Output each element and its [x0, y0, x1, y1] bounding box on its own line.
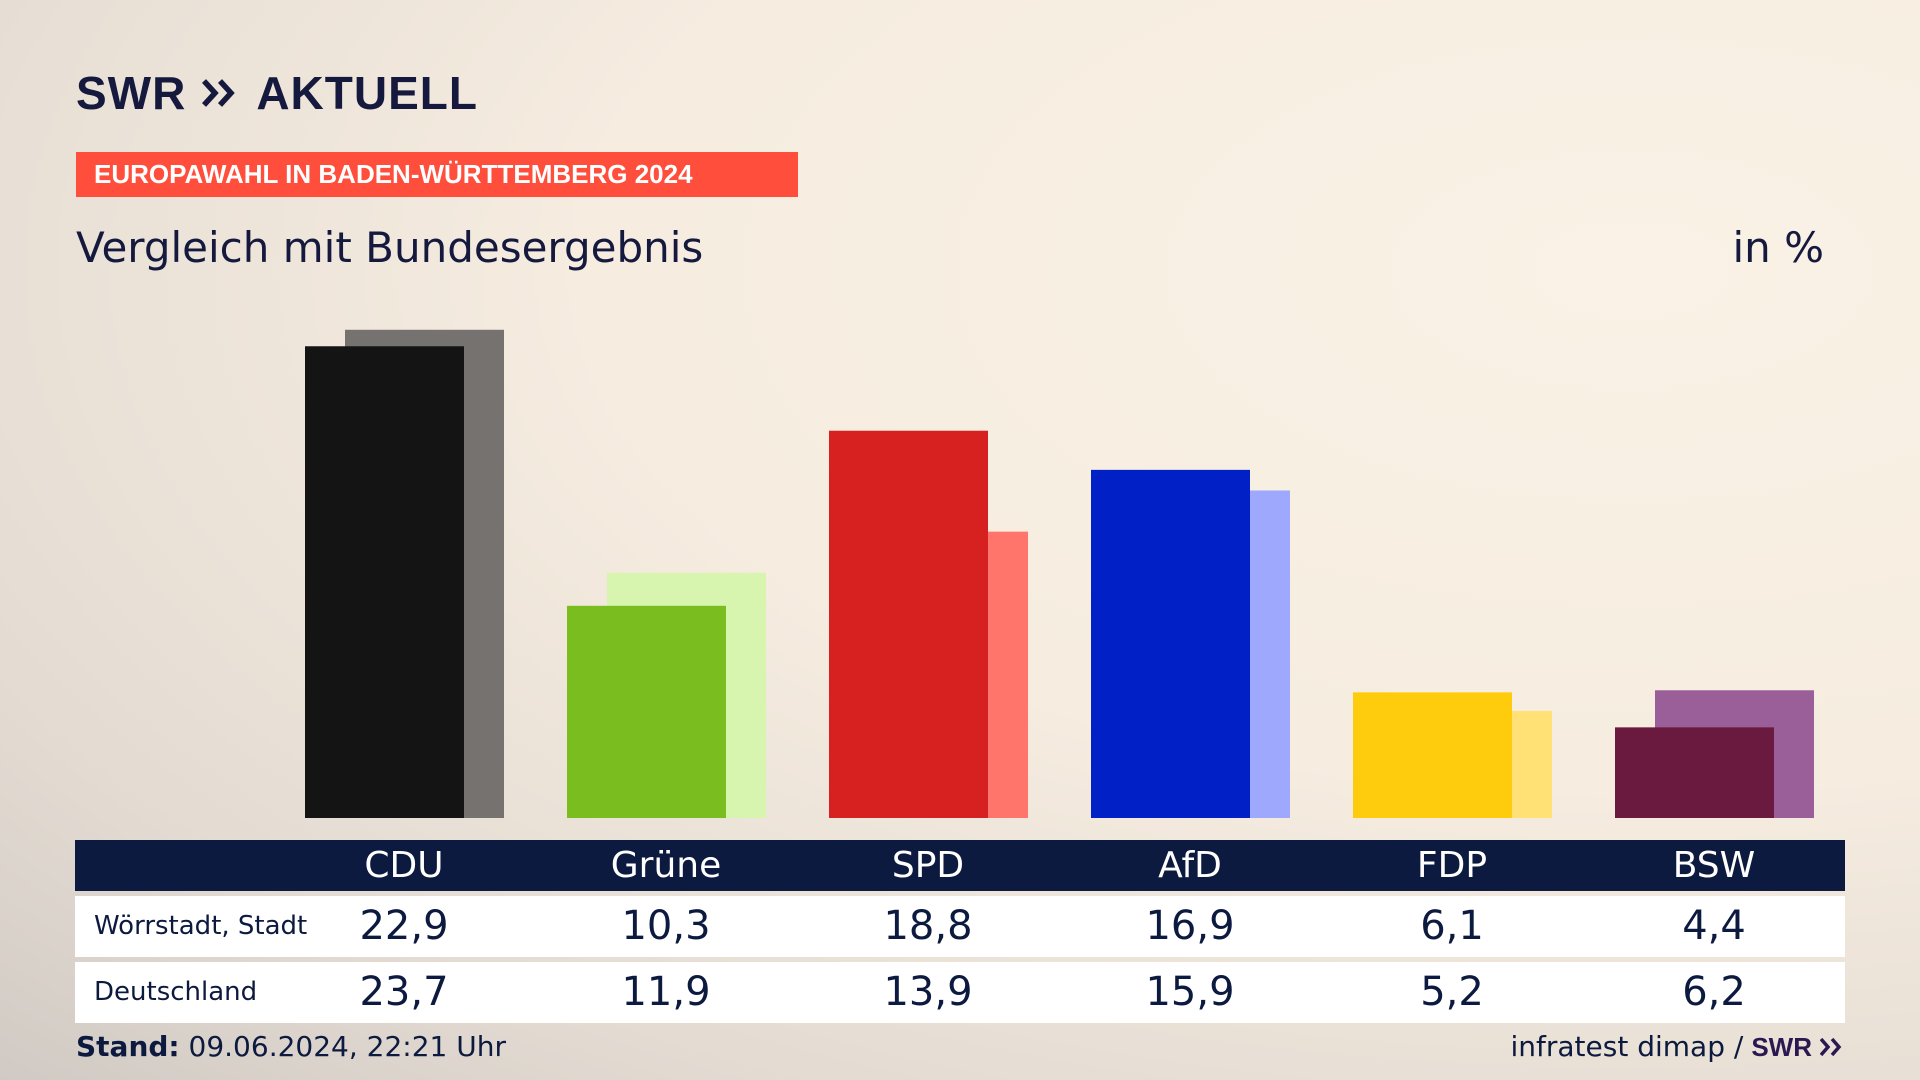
chart-subtitle: Vergleich mit Bundesergebnis: [76, 223, 704, 272]
table-row: Wörrstadt, Stadt 22,9 10,3 18,8 16,9 6,1…: [75, 896, 1845, 957]
bar-local-bsw: [1615, 727, 1774, 818]
column-header-gruene: Grüne: [610, 845, 722, 886]
source-logo: SWR: [1751, 1032, 1812, 1062]
unit-label: in %: [1732, 223, 1824, 272]
table-cell: 18,8: [883, 903, 973, 949]
bar-local-fdp: [1353, 692, 1512, 818]
bar-national-afd: [1131, 490, 1290, 818]
bar-local-cdu: [305, 346, 464, 818]
table-cell: 22,9: [359, 903, 449, 949]
table-cell: 11,9: [621, 969, 711, 1015]
logo-brand: SWR: [76, 67, 187, 119]
double-chevron-icon: [202, 79, 236, 107]
table-cell: 15,9: [1145, 969, 1235, 1015]
column-header-cdu: CDU: [364, 845, 444, 886]
table-cell: 23,7: [359, 969, 449, 1015]
table-cell: 10,3: [621, 903, 711, 949]
bar-national-spd: [869, 531, 1028, 818]
double-chevron-icon: [1820, 1037, 1842, 1057]
logo-product: AKTUELL: [256, 67, 478, 119]
source-text: infratest dimap /: [1510, 1030, 1744, 1063]
bar-local-gruene: [567, 605, 726, 818]
table-cell: 6,2: [1682, 969, 1746, 1015]
table-cell: 5,2: [1420, 969, 1484, 1015]
bar-local-spd: [829, 430, 988, 818]
row-label-national: Deutschland: [94, 977, 258, 1007]
bar-local-afd: [1091, 469, 1250, 818]
table-cell: 13,9: [883, 969, 973, 1015]
row-label-local: Wörrstadt, Stadt: [94, 911, 308, 941]
table-header: CDU Grüne SPD AfD FDP BSW: [75, 840, 1845, 891]
table-cell: 16,9: [1145, 903, 1235, 949]
bar-national-bsw: [1655, 690, 1814, 818]
table-row: Deutschland 23,7 11,9 13,9 15,9 5,2 6,2: [75, 962, 1845, 1023]
bar-national-cdu: [345, 329, 504, 818]
election-banner: EUROPAWAHL IN BADEN-WÜRTTEMBERG 2024: [76, 152, 798, 197]
results-table: CDU Grüne SPD AfD FDP BSW Wörrstadt, Sta…: [75, 840, 1845, 1023]
column-header-fdp: FDP: [1416, 845, 1488, 886]
column-header-afd: AfD: [1158, 845, 1222, 886]
table-cell: 4,4: [1682, 903, 1746, 949]
timestamp-value: 09.06.2024, 22:21 Uhr: [188, 1030, 506, 1063]
source-credit: infratest dimap / SWR: [1511, 1027, 1845, 1067]
table-cell: 6,1: [1420, 903, 1484, 949]
bar-national-fdp: [1393, 710, 1552, 818]
swr-aktuell-logo: SWR AKTUELL: [76, 66, 478, 120]
bar-national-gruene: [607, 572, 766, 818]
column-header-spd: SPD: [891, 845, 965, 886]
timestamp: Stand: 09.06.2024, 22:21 Uhr: [76, 1027, 506, 1067]
timestamp-label: Stand:: [76, 1030, 180, 1063]
column-header-bsw: BSW: [1672, 845, 1756, 886]
